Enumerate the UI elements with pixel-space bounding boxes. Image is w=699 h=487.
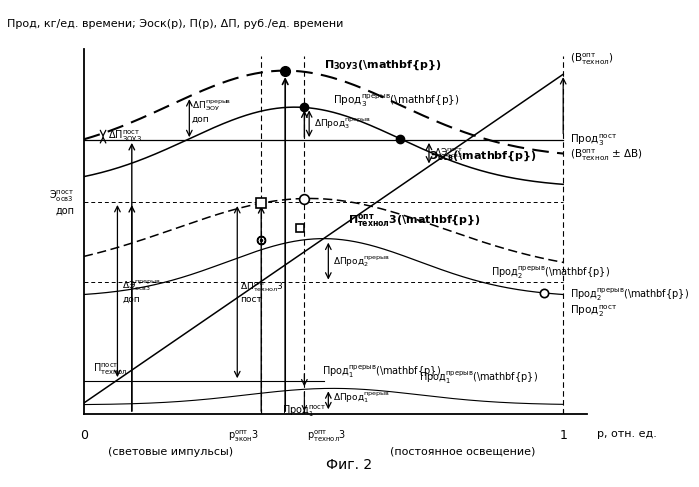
Text: Прод$_3^{\mathregular{пост}}$: Прод$_3^{\mathregular{пост}}$: [570, 132, 618, 148]
Text: р$_{\mathregular{экон}}^{\mathregular{опт}}$3: р$_{\mathregular{экон}}^{\mathregular{оп…: [229, 429, 259, 444]
Text: (постоянное освещение): (постоянное освещение): [390, 447, 535, 457]
Text: Э$_{\mathregular{осв3}}^{\mathregular{пост}}$
доп: Э$_{\mathregular{осв3}}^{\mathregular{по…: [49, 188, 74, 216]
Text: Прод$_{\mathregular{1}}^{\mathregular{прерыв}}$(\mathbf{р}): Прод$_{\mathregular{1}}^{\mathregular{пр…: [322, 363, 440, 380]
Text: 0: 0: [80, 429, 88, 442]
Text: Прод$_2^{\mathregular{прерыв}}$(\mathbf{р}): Прод$_2^{\mathregular{прерыв}}$(\mathbf{…: [570, 286, 689, 303]
Text: ΔПрод$_3^{\mathregular{прерыв}}$: ΔПрод$_3^{\mathregular{прерыв}}$: [314, 116, 370, 131]
Text: (В$_{\mathregular{технол}}^{\mathregular{опт}}$): (В$_{\mathregular{технол}}^{\mathregular…: [570, 52, 614, 67]
Text: Фиг. 2: Фиг. 2: [326, 458, 373, 472]
Text: р$_{\mathregular{технол}}^{\mathregular{опт}}$3: р$_{\mathregular{технол}}^{\mathregular{…: [307, 429, 346, 444]
Text: ΔПрод$_2^{\mathregular{прерыв}}$: ΔПрод$_2^{\mathregular{прерыв}}$: [333, 254, 390, 269]
Text: Прод, кг/ед. времени; Эоск(р), П(р), ΔП, руб./ед. времени: Прод, кг/ед. времени; Эоск(р), П(р), ΔП,…: [7, 19, 343, 30]
Text: (В$_{\mathregular{технол}}^{\mathregular{опт}}$ ± ΔВ): (В$_{\mathregular{технол}}^{\mathregular…: [570, 147, 643, 163]
Text: 1: 1: [559, 429, 567, 442]
Text: ΔЭ$_{\mathregular{осв3}}^{\mathregular{пост}}$: ΔЭ$_{\mathregular{осв3}}^{\mathregular{п…: [434, 147, 463, 160]
Text: ΔП$_{\mathregular{ЭОУ}}^{\mathregular{прерыв}}$
доп: ΔП$_{\mathregular{ЭОУ}}^{\mathregular{пр…: [192, 98, 231, 124]
Text: ΔП$_{\mathregular{ЗОУЗ}}^{\mathregular{пост}}$: ΔП$_{\mathregular{ЗОУЗ}}^{\mathregular{п…: [108, 129, 142, 144]
Text: П$_{\mathregular{технол}}^{\mathregular{опт}}$3(\mathbf{р}): П$_{\mathregular{технол}}^{\mathregular{…: [347, 212, 480, 229]
Text: ΔП$_{\mathregular{технол}}^{\mathregular{опт}}$3
пост: ΔП$_{\mathregular{технол}}^{\mathregular…: [240, 280, 283, 304]
Text: ΔЭ$_{\mathregular{осв3}}^{\mathregular{прерыв}}$
доп: ΔЭ$_{\mathregular{осв3}}^{\mathregular{п…: [122, 279, 161, 304]
Text: Прод$_2^{\mathregular{пост}}$: Прод$_2^{\mathregular{пост}}$: [570, 304, 618, 319]
Text: р, отн. ед.: р, отн. ед.: [597, 429, 656, 439]
Text: Э$_{\mathregular{осв}}$(\mathbf{р}): Э$_{\mathregular{осв}}$(\mathbf{р}): [429, 149, 537, 163]
Text: (световые импульсы): (световые импульсы): [108, 447, 233, 457]
Text: П$_{\mathregular{технол}}^{\mathregular{пост}}$: П$_{\mathregular{технол}}^{\mathregular{…: [94, 362, 127, 377]
Text: Прод$_{\mathregular{3}}^{\mathregular{прерыв}}$(\mathbf{р}): Прод$_{\mathregular{3}}^{\mathregular{пр…: [333, 92, 459, 109]
Text: Прод$_{\mathregular{2}}^{\mathregular{прерыв}}$(\mathbf{р}): Прод$_{\mathregular{2}}^{\mathregular{пр…: [491, 264, 610, 281]
Text: П$_{\mathregular{ЗОУЗ}}$(\mathbf{р}): П$_{\mathregular{ЗОУЗ}}$(\mathbf{р}): [324, 58, 441, 72]
Text: ΔПрод$_1^{\mathregular{прерыв}}$: ΔПрод$_1^{\mathregular{прерыв}}$: [333, 391, 390, 405]
Text: Прод$_1^{\mathregular{прерыв}}$(\mathbf{р}): Прод$_1^{\mathregular{прерыв}}$(\mathbf{…: [419, 370, 538, 387]
Text: Прод$_1^{\mathregular{пост}}$: Прод$_1^{\mathregular{пост}}$: [282, 404, 326, 419]
